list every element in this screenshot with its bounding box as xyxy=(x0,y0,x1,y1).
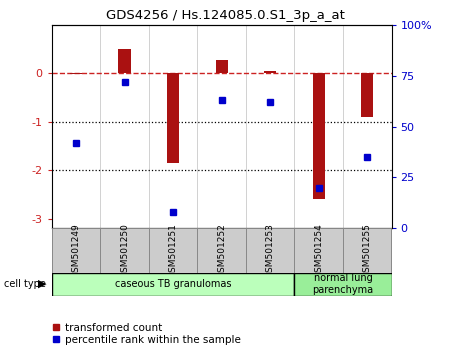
Bar xyxy=(246,228,294,273)
Bar xyxy=(149,228,198,273)
Bar xyxy=(361,73,374,117)
Text: GDS4256 / Hs.124085.0.S1_3p_a_at: GDS4256 / Hs.124085.0.S1_3p_a_at xyxy=(106,9,344,22)
Bar xyxy=(313,73,325,199)
Text: GSM501253: GSM501253 xyxy=(266,223,274,278)
Bar xyxy=(52,228,100,273)
Bar xyxy=(294,273,392,296)
Text: caseous TB granulomas: caseous TB granulomas xyxy=(115,279,231,289)
Text: normal lung
parenchyma: normal lung parenchyma xyxy=(312,273,373,295)
Bar xyxy=(100,228,149,273)
Text: GSM501251: GSM501251 xyxy=(169,223,178,278)
Text: GSM501250: GSM501250 xyxy=(120,223,129,278)
Bar xyxy=(294,228,343,273)
Text: cell type: cell type xyxy=(4,279,46,289)
Bar xyxy=(52,273,294,296)
Bar xyxy=(198,228,246,273)
Bar xyxy=(264,71,276,73)
Text: GSM501254: GSM501254 xyxy=(314,223,323,278)
Legend: transformed count, percentile rank within the sample: transformed count, percentile rank withi… xyxy=(48,318,245,349)
Text: GSM501252: GSM501252 xyxy=(217,223,226,278)
Bar xyxy=(70,73,82,74)
Bar xyxy=(343,228,392,273)
Text: GSM501249: GSM501249 xyxy=(72,223,81,278)
Text: ▶: ▶ xyxy=(38,279,47,289)
Bar xyxy=(216,60,228,73)
Bar xyxy=(118,49,130,73)
Text: GSM501255: GSM501255 xyxy=(363,223,372,278)
Bar xyxy=(167,73,179,163)
